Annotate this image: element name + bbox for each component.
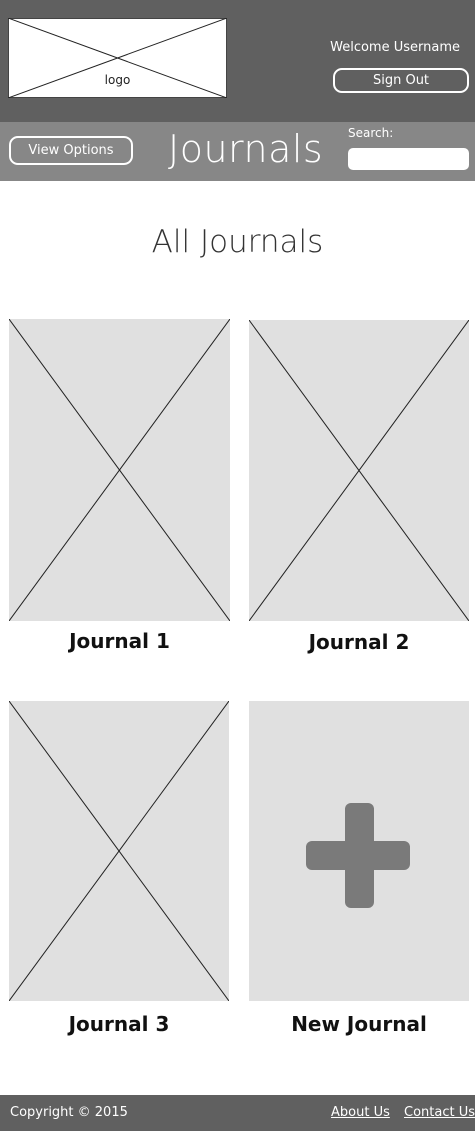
view-options-button[interactable]: View Options [9,136,133,165]
navigation-bar: View Options Journals Search: [0,122,475,181]
new-journal-card[interactable]: New Journal [249,701,469,1041]
top-header: logo Welcome Username Sign Out [0,0,475,122]
new-journal-label: New Journal [291,1012,427,1036]
journal-card[interactable]: Journal 2 [249,320,469,660]
journal-cover-placeholder [249,320,469,621]
journal-title: Journal 2 [308,630,410,654]
search-input[interactable] [348,148,469,170]
contact-us-link[interactable]: Contact Us [404,1105,475,1120]
image-placeholder-icon [249,320,469,621]
sign-out-button[interactable]: Sign Out [333,68,469,93]
image-placeholder-icon [9,319,230,621]
search-label: Search: [348,126,394,140]
about-us-link[interactable]: About Us [331,1105,390,1120]
copyright-text: Copyright © 2015 [10,1105,128,1120]
section-title: Journals [168,127,324,171]
journal-title: Journal 3 [68,1012,170,1036]
image-placeholder-icon [9,701,229,1001]
logo-placeholder[interactable]: logo [8,18,227,98]
page-title: All Journals [151,224,324,260]
image-placeholder-icon [8,18,227,98]
journal-card[interactable]: Journal 3 [9,701,229,1041]
journal-card[interactable]: Journal 1 [9,319,230,659]
journal-cover-placeholder [9,319,230,621]
journal-title: Journal 1 [69,629,170,653]
journal-cover-placeholder [9,701,229,1001]
footer: Copyright © 2015 About Us Contact Us [0,1095,475,1131]
new-journal-tile [249,701,469,1001]
logo-label: logo [104,73,131,87]
welcome-text: Welcome Username [330,40,460,55]
